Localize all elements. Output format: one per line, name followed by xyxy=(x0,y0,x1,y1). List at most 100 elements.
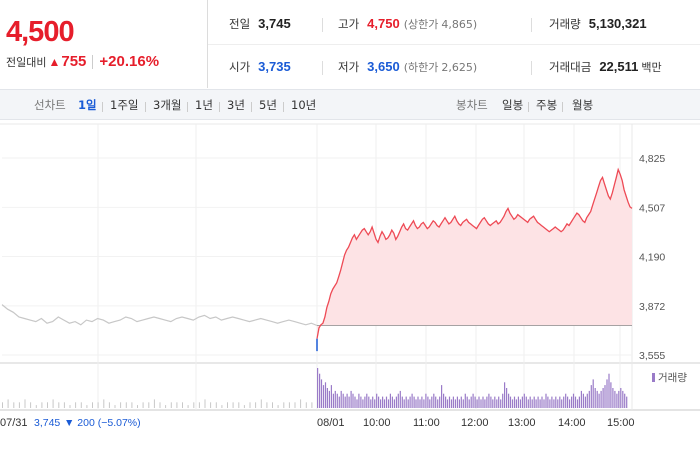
volume-bar xyxy=(494,396,496,408)
divider xyxy=(531,18,532,32)
volume-bar xyxy=(13,402,15,408)
volume-bar xyxy=(423,399,425,408)
volume-bar xyxy=(238,402,240,408)
volume-bar xyxy=(433,393,435,408)
volume-bar xyxy=(142,402,144,408)
change-row: 전일대비 ▲ 755 +20.16% xyxy=(6,53,159,70)
volume-bar xyxy=(368,396,370,408)
volume-bar xyxy=(80,402,82,408)
volume-bar xyxy=(215,402,217,408)
volume-bar xyxy=(476,399,478,408)
volume-bar xyxy=(176,402,178,408)
volume-bar xyxy=(350,390,352,408)
stat-prev-close: 전일 3,745 xyxy=(229,16,291,32)
volume-bar xyxy=(266,402,268,408)
volume-bar xyxy=(283,402,285,408)
divider xyxy=(251,102,252,112)
stat-value: 4,750 xyxy=(367,16,400,31)
volume-bar xyxy=(114,405,116,408)
volume-bar xyxy=(600,390,602,408)
volume-bar xyxy=(86,405,88,408)
volume-bar xyxy=(332,393,334,408)
volume-bar xyxy=(425,393,427,408)
volume-bar xyxy=(508,393,510,408)
stat-value: 3,745 xyxy=(258,16,291,31)
period-3m[interactable]: 3개월 xyxy=(153,98,182,112)
stat-sub-label: (하한가 xyxy=(403,61,439,74)
volume-bar xyxy=(187,405,189,408)
volume-bar xyxy=(401,396,403,408)
volume-bar xyxy=(563,396,565,408)
volume-bar xyxy=(523,393,525,408)
volume-bar xyxy=(502,393,504,408)
volume-bar xyxy=(551,396,553,408)
volume-bar xyxy=(429,399,431,408)
volume-bar xyxy=(531,399,533,408)
volume-bar xyxy=(431,396,433,408)
volume-bar xyxy=(221,405,223,408)
volume-bar xyxy=(470,396,472,408)
volume-bar xyxy=(340,390,342,408)
volume-bar xyxy=(616,393,618,408)
volume-bar xyxy=(407,399,409,408)
divider xyxy=(531,61,532,75)
volume-bar xyxy=(358,393,360,408)
volume-bar xyxy=(439,396,441,408)
volume-bar xyxy=(153,399,155,408)
stat-label: 거래량 xyxy=(549,17,581,31)
volume-bar xyxy=(277,405,279,408)
volume-bar xyxy=(567,396,569,408)
volume-bar xyxy=(504,382,506,408)
period-5y[interactable]: 5년 xyxy=(259,98,277,112)
volume-bar xyxy=(500,399,502,408)
change-value: 755 xyxy=(61,53,87,70)
volume-bar xyxy=(334,390,336,408)
volume-bar xyxy=(103,399,105,408)
period-daily-candle[interactable]: 일봉 xyxy=(502,98,524,112)
volume-bar xyxy=(165,405,167,408)
series-prev-day-line xyxy=(1,304,318,327)
period-3y[interactable]: 3년 xyxy=(227,98,245,112)
volume-bar xyxy=(272,402,273,408)
period-1d[interactable]: 1일 xyxy=(78,98,97,112)
volume-bar xyxy=(227,402,228,408)
volume-bar xyxy=(519,399,521,408)
y-tick-label: 4,825 xyxy=(639,153,665,165)
volume-bar xyxy=(608,373,610,408)
volume-bar xyxy=(578,396,580,408)
volume-bar xyxy=(486,396,488,408)
volume-bar xyxy=(18,402,20,408)
period-10y[interactable]: 10년 xyxy=(291,98,317,112)
volume-bar xyxy=(458,399,460,408)
volume-bar xyxy=(571,396,573,408)
x-tick-label: 14:00 xyxy=(558,417,586,429)
period-1w[interactable]: 1주일 xyxy=(110,98,139,112)
period-1y[interactable]: 1년 xyxy=(195,98,213,112)
volume-bar xyxy=(565,393,567,408)
volume-bar xyxy=(580,390,582,408)
volume-bar xyxy=(464,393,466,408)
volume-bar xyxy=(193,402,195,408)
volume-bar xyxy=(468,399,470,408)
volume-bar xyxy=(441,385,443,408)
volume-bar xyxy=(24,399,26,408)
volume-bar xyxy=(338,396,340,408)
period-monthly-candle[interactable]: 월봉 xyxy=(572,98,594,112)
volume-bar xyxy=(521,396,523,408)
x-tick-label: 11:00 xyxy=(413,417,440,429)
volume-bar xyxy=(547,396,549,408)
volume-bar xyxy=(366,393,368,408)
change-percent: +20.16% xyxy=(99,53,160,70)
divider xyxy=(187,102,188,112)
volume-bar xyxy=(561,399,563,408)
divider xyxy=(219,102,220,112)
volume-bar xyxy=(319,373,321,408)
period-weekly-candle[interactable]: 주봉 xyxy=(536,98,558,112)
stat-label: 전일 xyxy=(229,17,251,31)
y-tick-label: 3,872 xyxy=(639,301,665,313)
volume-bar xyxy=(391,396,393,408)
divider xyxy=(208,44,700,45)
volume-bar xyxy=(75,402,77,408)
volume-bar xyxy=(598,393,600,408)
volume-bar xyxy=(249,402,251,408)
